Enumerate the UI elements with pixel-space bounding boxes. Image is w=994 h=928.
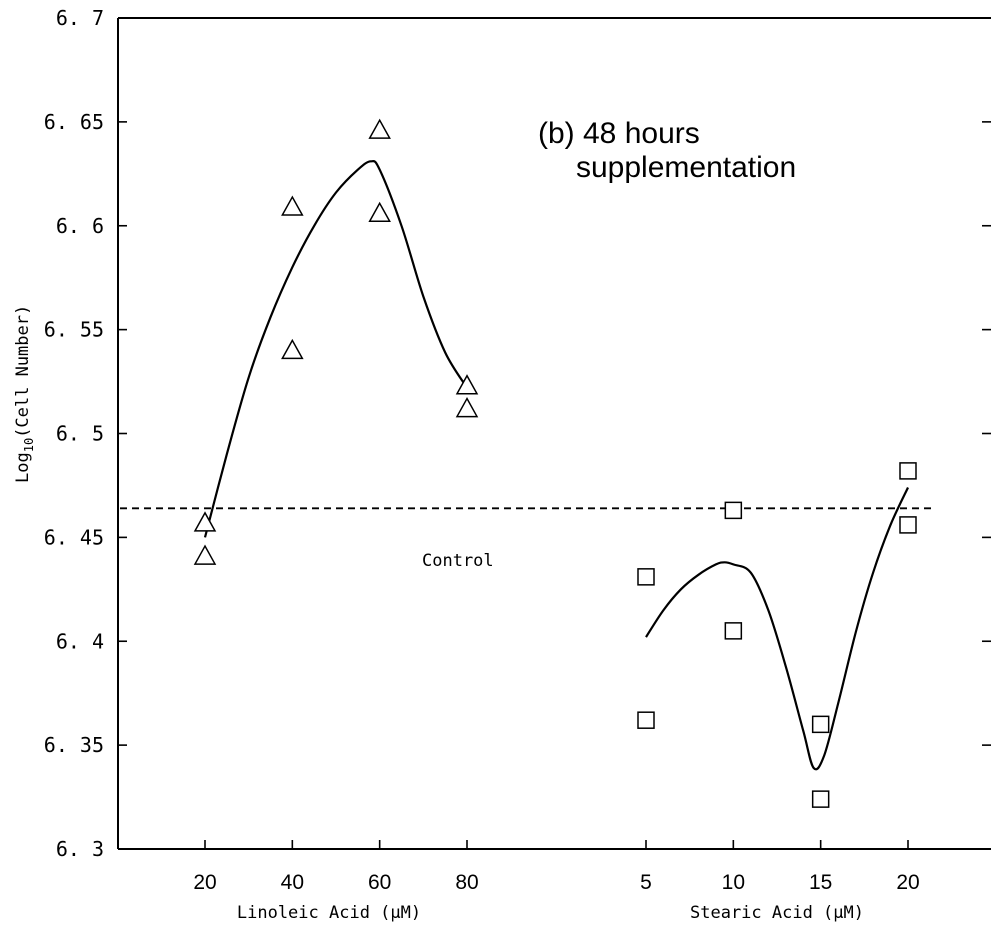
- data-point-triangle: [455, 374, 479, 395]
- y-tick-label: 6. 65: [44, 110, 104, 134]
- y-tick-label: 6. 45: [44, 525, 104, 549]
- fit-curve-stearic: [645, 487, 909, 771]
- y-tick-label: 6. 55: [44, 318, 104, 342]
- data-point-triangle: [368, 118, 391, 139]
- data-point-square: [724, 622, 743, 640]
- x-tick-label: 20: [193, 871, 216, 894]
- y-tick-label: 6. 3: [56, 837, 104, 861]
- chart-annotation-line1: (b) 48 hours: [538, 117, 700, 150]
- data-point-square: [899, 516, 917, 534]
- data-point-triangle: [193, 544, 217, 565]
- x-axis-title-stearic: Stearic Acid (μM): [690, 903, 864, 923]
- x-tick-label: 20: [896, 871, 919, 894]
- y-axis-title: Log10(Cell Number): [13, 305, 36, 483]
- data-point-square: [637, 568, 655, 586]
- x-tick-label: 5: [640, 871, 652, 894]
- y-tick-label: 6. 35: [44, 733, 104, 757]
- data-point-square: [811, 790, 830, 808]
- x-tick-label: 80: [455, 871, 478, 894]
- x-axis-title-linoleic: Linoleic Acid (μM): [237, 903, 421, 923]
- x-tick-label: 60: [368, 871, 391, 894]
- control-label: Control: [422, 551, 494, 571]
- y-tick-label: 6. 4: [56, 629, 104, 653]
- data-point-triangle: [455, 397, 479, 418]
- y-tick-label: 6. 5: [56, 422, 104, 446]
- chart-annotation-line2: supplementation: [576, 151, 796, 184]
- x-tick-label: 40: [281, 871, 304, 894]
- data-point-triangle: [281, 338, 304, 360]
- data-point-square: [724, 501, 743, 520]
- data-point-square: [811, 715, 830, 734]
- y-tick-label: 6. 7: [56, 6, 104, 30]
- data-point-triangle: [368, 201, 391, 223]
- y-tick-label: 6. 6: [56, 214, 104, 238]
- data-point-square: [899, 462, 917, 480]
- y-axis-title-main: Log: [13, 452, 33, 483]
- data-point-square: [637, 711, 655, 729]
- y-axis-title-subscript: 10: [22, 438, 36, 452]
- data-point-triangle: [193, 511, 217, 532]
- x-tick-label: 15: [809, 871, 832, 894]
- fit-curve-linoleic: [203, 159, 468, 538]
- data-point-triangle: [281, 195, 304, 216]
- x-tick-label: 10: [722, 871, 745, 894]
- y-axis-title-rest: (Cell Number): [13, 305, 33, 438]
